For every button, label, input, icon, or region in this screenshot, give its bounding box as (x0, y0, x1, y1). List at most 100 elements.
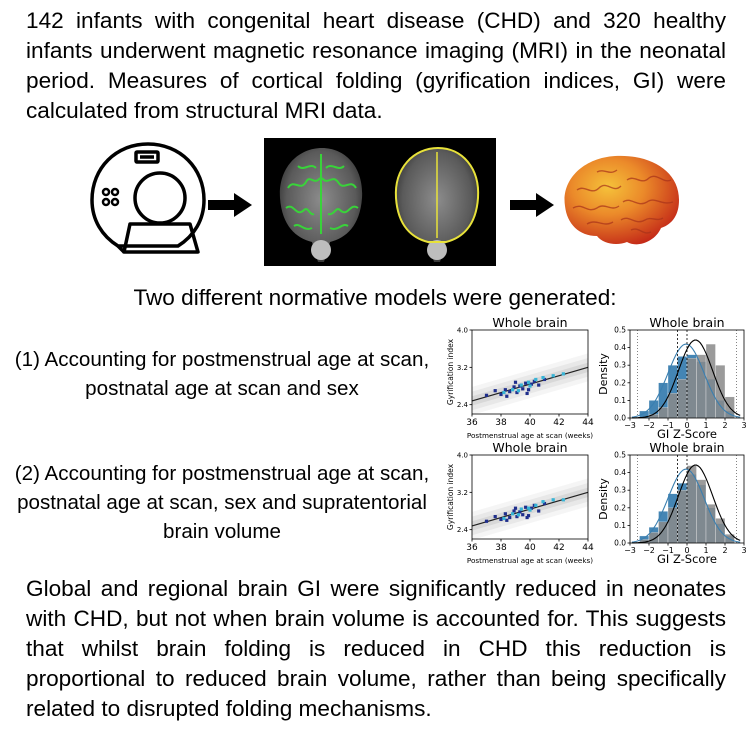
histogram-model-2: Whole brain GI Z-Score Density −3 −2 −1 0 1 2 3 0.… (597, 441, 747, 565)
histogram-model-1: Whole brain GI Z-Score Density −3 −2 −1 0 1 2 3 0.… (597, 316, 747, 440)
x-tick-label: 42 (553, 418, 564, 428)
data-point (508, 390, 512, 394)
mri-scanner-icon (90, 142, 206, 254)
x-tick-label: 42 (553, 543, 564, 553)
x-tick-label: −2 (643, 421, 655, 430)
data-point (505, 394, 509, 398)
models-heading: Two different normative models were gene… (133, 285, 617, 310)
data-point (551, 374, 555, 378)
data-point (541, 500, 545, 504)
density-curve (631, 339, 741, 419)
x-tick-label: −3 (624, 421, 636, 430)
data-point (499, 392, 503, 396)
data-point (511, 512, 515, 516)
data-point (532, 379, 536, 383)
x-axis-label: GI Z-Score (657, 552, 717, 565)
model-2-text: (2) Accounting for postmenstrual age at … (14, 462, 430, 543)
arrow-right-icon (510, 193, 554, 217)
y-tick-label: 0.3 (614, 486, 626, 495)
data-point (526, 380, 531, 384)
x-tick-label: 2 (722, 421, 727, 430)
y-tick-label: 0.1 (614, 521, 626, 530)
data-point (561, 372, 565, 376)
x-tick-label: 3 (741, 421, 746, 430)
data-point (534, 503, 538, 507)
data-point (528, 384, 532, 388)
scatter-plot-model-2: Whole brain Postmenstrual age at scan (we… (446, 441, 594, 565)
data-point (525, 391, 529, 396)
data-point (493, 515, 497, 519)
x-tick-label: 38 (495, 418, 507, 428)
data-point (524, 505, 528, 509)
y-tick-label: 4.0 (457, 327, 468, 335)
data-point (503, 388, 507, 392)
data-point (499, 517, 503, 521)
x-tick-label: 38 (495, 543, 507, 553)
histogram-bar (686, 358, 697, 419)
data-point (502, 516, 506, 521)
data-point (515, 515, 519, 519)
data-point (542, 501, 547, 506)
arrow-right-icon (208, 193, 252, 217)
histogram-bar (705, 504, 716, 544)
y-tick-label: 0.5 (614, 451, 626, 460)
x-tick-label: 36 (466, 543, 478, 553)
y-tick-label: 0.4 (614, 343, 626, 352)
y-tick-label: 0.2 (614, 503, 626, 512)
data-point (516, 389, 520, 393)
data-point (513, 380, 518, 384)
x-tick-label: −1 (662, 546, 674, 555)
data-point (551, 498, 555, 502)
data-point (493, 389, 497, 393)
data-point (503, 512, 507, 516)
data-point (534, 377, 538, 382)
histogram-bar (667, 393, 678, 419)
data-point (529, 506, 534, 510)
data-point (513, 506, 518, 510)
histogram-bar (677, 379, 688, 419)
data-point (484, 519, 489, 523)
data-point (537, 383, 541, 387)
y-tick-label: 2.4 (457, 401, 469, 409)
x-tick-label: 1 (703, 421, 708, 430)
mri-slice-yellow (394, 146, 480, 262)
histogram-bar (667, 507, 678, 544)
x-tick-label: 36 (466, 418, 478, 428)
x-tick-label: 0 (684, 546, 689, 555)
y-axis-label: Gyrification index (446, 338, 455, 405)
data-point (537, 509, 541, 513)
histogram-bar (677, 490, 688, 544)
y-axis-label: Gyrification index (446, 463, 455, 530)
data-point (526, 388, 531, 392)
x-axis-label: Postmenstrual age at scan (weeks) (467, 431, 593, 440)
data-point (529, 382, 534, 386)
data-point (524, 381, 528, 385)
x-tick-label: 2 (722, 546, 727, 555)
data-point (521, 513, 525, 517)
x-tick-label: 44 (582, 418, 594, 428)
histogram-bar (648, 532, 659, 544)
y-tick-label: 4.0 (457, 452, 468, 460)
data-point (516, 513, 520, 517)
data-point (511, 388, 515, 392)
data-point (515, 390, 519, 395)
y-tick-label: 0.0 (614, 414, 626, 423)
data-point (512, 385, 516, 389)
density-curve (631, 343, 741, 418)
data-point (519, 507, 523, 511)
mri-slices-image (264, 138, 496, 266)
scatter-plot-model-1: Whole brain Postmenstrual age at scan (we… (446, 316, 594, 440)
chart-title: Whole brain (492, 441, 567, 455)
data-point (525, 515, 529, 520)
data-point (542, 377, 547, 382)
y-tick-label: 0.5 (614, 326, 626, 335)
y-tick-label: 3.2 (457, 364, 468, 372)
data-point (561, 498, 565, 502)
model-1-text: (1) Accounting for postmenstrual age at … (14, 348, 430, 400)
data-point (508, 515, 512, 520)
density-curve (631, 464, 741, 544)
y-axis-label: Density (597, 353, 610, 395)
x-tick-label: 40 (524, 543, 536, 553)
y-tick-label: 3.2 (457, 489, 468, 497)
y-tick-label: 0.1 (614, 396, 626, 405)
